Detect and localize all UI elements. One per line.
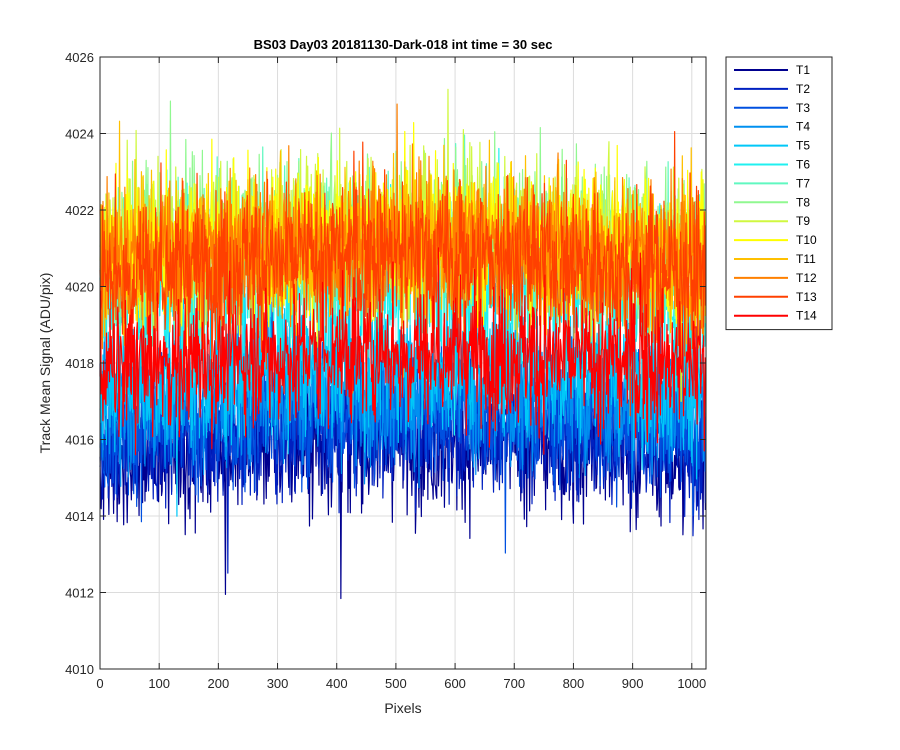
- y-tick-label: 4026: [65, 50, 94, 65]
- chart-title: BS03 Day03 20181130-Dark-018 int time = …: [254, 37, 553, 52]
- axis-ticks: 0 100 200 300 400 500 600 700 800 900 1000 4010 4012…: [65, 50, 706, 691]
- series-line-t14: [99, 247, 707, 456]
- x-tick-label: 200: [208, 676, 230, 691]
- x-tick-label: 900: [622, 676, 644, 691]
- y-tick-label: 4020: [65, 280, 94, 295]
- y-axis-label: Track Mean Signal (ADU/pix): [37, 273, 53, 454]
- x-tick-label: 0: [96, 676, 103, 691]
- x-tick-label: 1000: [677, 676, 706, 691]
- y-tick-label: 4018: [65, 356, 94, 371]
- legend-label-t2: T2: [796, 82, 810, 96]
- y-tick-label: 4010: [65, 662, 94, 677]
- legend: T1 T2 T3 T4 T5 T6 T7 T8 T9 T10 T11 T12 T13 T14: [725, 56, 833, 331]
- x-tick-label: 800: [563, 676, 585, 691]
- series-lines: [99, 88, 707, 600]
- legend-label-t14: T14: [796, 309, 817, 323]
- legend-label-t4: T4: [796, 120, 810, 134]
- x-tick-label: 300: [267, 676, 289, 691]
- legend-label-t6: T6: [796, 158, 810, 172]
- x-tick-label: 500: [385, 676, 407, 691]
- y-tick-label: 4012: [65, 586, 94, 601]
- x-axis-label: Pixels: [384, 700, 421, 716]
- y-tick-label: 4014: [65, 509, 94, 524]
- legend-label-t11: T11: [796, 252, 816, 266]
- series-line-t13: [99, 130, 707, 417]
- legend-label-t5: T5: [796, 139, 810, 153]
- legend-label-t10: T10: [796, 233, 817, 247]
- x-tick-label: 700: [503, 676, 525, 691]
- y-tick-label: 4024: [65, 127, 94, 142]
- legend-label-t9: T9: [796, 214, 810, 228]
- y-tick-label: 4016: [65, 433, 94, 448]
- legend-label-t1: T1: [796, 63, 810, 77]
- legend-box: [725, 56, 833, 331]
- legend-label-t13: T13: [796, 290, 817, 304]
- y-tick-label: 4022: [65, 203, 94, 218]
- x-tick-label: 600: [444, 676, 466, 691]
- x-tick-label: 400: [326, 676, 348, 691]
- legend-label-t8: T8: [796, 195, 810, 209]
- legend-label-t7: T7: [796, 176, 810, 190]
- legend-label-t3: T3: [796, 101, 810, 115]
- legend-label-t12: T12: [796, 271, 817, 285]
- x-tick-label: 100: [148, 676, 170, 691]
